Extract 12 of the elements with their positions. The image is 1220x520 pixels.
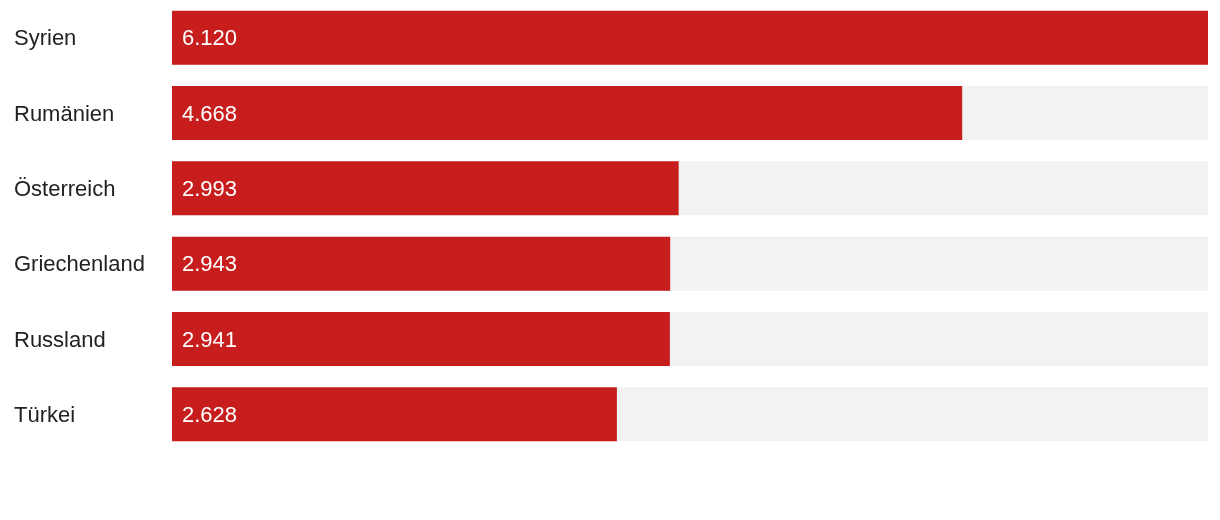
data-label: 2.943 <box>182 251 238 277</box>
y-tick-label: Russland <box>14 326 106 352</box>
y-tick-label: Türkei <box>14 401 76 427</box>
y-tick-label: Griechenland <box>14 251 145 277</box>
data-label: 6.120 <box>182 25 238 51</box>
y-tick-label: Syrien <box>14 25 77 51</box>
data-label: 2.628 <box>182 401 238 427</box>
y-tick-label: Rumänien <box>14 100 115 126</box>
data-label: 2.941 <box>182 326 238 352</box>
data-label: 4.668 <box>182 100 238 126</box>
y-tick-label: Österreich <box>14 175 116 201</box>
data-label: 2.993 <box>182 175 238 201</box>
